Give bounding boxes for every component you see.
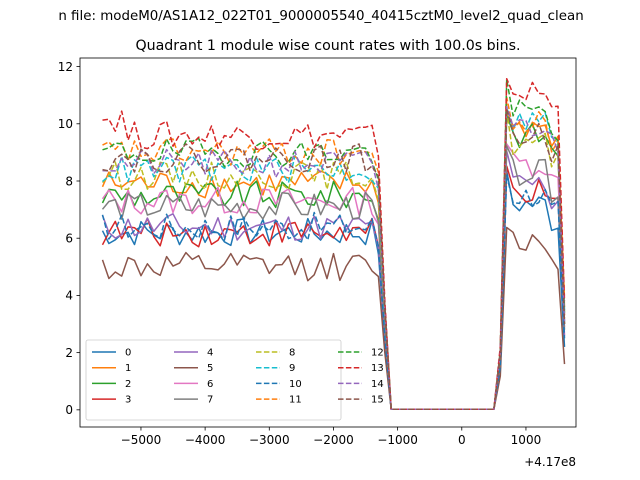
axes-frame <box>79 57 577 428</box>
x-tick-label: −3000 <box>249 433 290 447</box>
legend-label-11: 11 <box>289 395 302 406</box>
legend-label-1: 1 <box>125 363 131 374</box>
x-tick-label: −1000 <box>377 433 418 447</box>
suptitle: n file: modeM0/AS1A12_022T01_9000005540_… <box>58 9 583 24</box>
y-tick-label: 10 <box>58 117 73 131</box>
legend-label-12: 12 <box>371 348 384 359</box>
y-tick-label: 8 <box>65 174 73 188</box>
y-tick-label: 6 <box>65 232 73 246</box>
offset-text: +4.17e8 <box>524 455 576 469</box>
legend-label-5: 5 <box>207 363 213 374</box>
legend-label-14: 14 <box>371 379 384 390</box>
x-axis: −5000 −4000 −3000 −2000 −1000 0 1000 <box>121 427 542 447</box>
x-tick-label: 1000 <box>511 433 542 447</box>
x-tick-label: −4000 <box>185 433 226 447</box>
legend-label-2: 2 <box>125 379 131 390</box>
legend-label-0: 0 <box>125 348 131 359</box>
legend-label-15: 15 <box>371 395 384 406</box>
series-line-15 <box>102 107 566 411</box>
x-tick-label: −2000 <box>313 433 354 447</box>
legend-label-8: 8 <box>289 348 295 359</box>
legend-label-10: 10 <box>289 379 302 390</box>
y-tick-label: 4 <box>65 289 73 303</box>
legend-label-3: 3 <box>125 395 131 406</box>
series-layer <box>101 77 566 411</box>
x-tick-label: 0 <box>458 433 466 447</box>
legend-label-7: 7 <box>207 395 213 406</box>
legend-label-6: 6 <box>207 379 213 390</box>
legend-label-4: 4 <box>207 348 213 359</box>
legend-box <box>85 339 342 421</box>
chart-title: Quadrant 1 module wise count rates with … <box>135 38 520 54</box>
y-tick-label: 12 <box>58 60 73 74</box>
y-tick-label: 0 <box>65 403 73 417</box>
y-tick-label: 2 <box>65 346 73 360</box>
legend-label-13: 13 <box>371 363 384 374</box>
legend-label-9: 9 <box>289 363 295 374</box>
series-line-11 <box>102 96 566 411</box>
y-axis: 0 2 4 6 8 10 12 <box>58 60 80 417</box>
x-tick-label: −5000 <box>121 433 162 447</box>
